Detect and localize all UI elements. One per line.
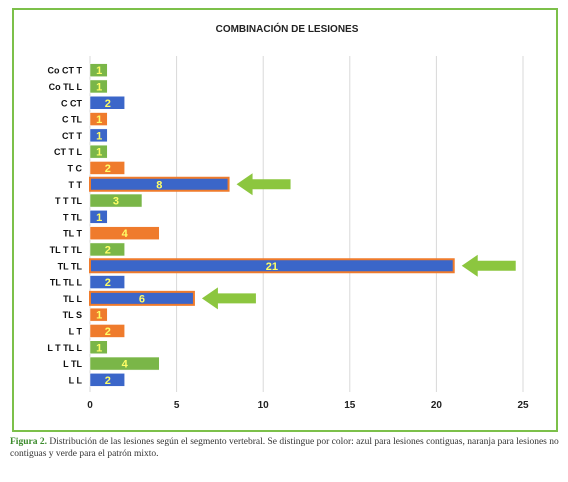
x-tick-label: 25 [517, 400, 529, 411]
data-label: 1 [96, 147, 102, 159]
y-tick-label: C CT [61, 98, 82, 108]
x-tick-label: 0 [87, 400, 93, 411]
y-tick-label: TL TL [58, 261, 83, 271]
highlight-arrow [201, 287, 256, 310]
data-label: 2 [105, 375, 111, 387]
bar [89, 210, 108, 224]
data-label: 3 [113, 196, 119, 208]
highlight-arrow [236, 173, 291, 196]
bar [89, 275, 125, 289]
bar [89, 79, 108, 94]
y-tick-label: Co CT T [48, 66, 83, 76]
bar [89, 258, 455, 274]
highlight-arrow [461, 254, 516, 277]
bar [89, 176, 230, 192]
bar [89, 112, 108, 126]
data-label: 1 [96, 342, 102, 354]
data-label: 1 [96, 114, 102, 126]
bar [89, 161, 125, 175]
data-label: 1 [96, 65, 102, 77]
bar [89, 193, 143, 208]
data-label: 6 [139, 293, 145, 305]
data-label: 2 [105, 326, 111, 338]
data-label: 2 [105, 163, 111, 175]
data-label: 1 [96, 130, 102, 142]
bar [89, 356, 160, 371]
bar-chart: COMBINACIÓN DE LESIONES Co CT T 1 Co TL L 1… [47, 22, 529, 411]
bar [89, 128, 108, 143]
y-tick-label: C TL [62, 115, 82, 125]
bar [89, 226, 160, 240]
data-label: 1 [96, 212, 102, 224]
chart-frame: COMBINACIÓN DE LESIONES Co CT T 1 Co TL L 1… [12, 8, 558, 432]
data-label: 1 [96, 81, 102, 93]
y-tick-label: CT T [62, 131, 82, 141]
y-tick-label: TL T [63, 229, 82, 239]
data-label: 1 [96, 310, 102, 322]
y-tick-label: TL S [63, 310, 82, 320]
y-tick-label: L TL [63, 359, 82, 369]
y-tick-label: T C [68, 163, 83, 173]
bar [89, 290, 195, 306]
y-tick-label: T T TL [55, 196, 82, 206]
y-tick-label: TL T TL [50, 245, 83, 255]
figure-caption: Figura 2. Distribución de las lesiones s… [10, 436, 560, 460]
y-tick-label: T TL [63, 212, 82, 222]
x-tick-label: 5 [174, 400, 180, 411]
x-tick-label: 20 [431, 400, 443, 411]
bar [89, 307, 108, 322]
y-tick-label: L L [69, 375, 83, 385]
y-tick-label: Co TL L [49, 82, 83, 92]
caption-label: Figura 2. [10, 437, 47, 447]
bar [89, 324, 125, 338]
bar [89, 373, 125, 387]
caption-text: Distribución de las lesiones según el se… [10, 437, 559, 459]
y-tick-label: L T [69, 326, 83, 336]
y-tick-label: CT T L [54, 147, 82, 157]
x-tick-label: 15 [344, 400, 356, 411]
x-tick-label: 10 [258, 400, 270, 411]
bar [89, 63, 108, 77]
y-tick-label: TL TL L [50, 278, 83, 288]
data-label: 2 [105, 277, 111, 289]
chart-title: COMBINACIÓN DE LESIONES [216, 22, 359, 35]
bar [89, 242, 125, 257]
data-label: 2 [105, 98, 111, 110]
y-tick-label: L T TL L [47, 343, 82, 353]
bar [89, 96, 125, 110]
data-label: 4 [122, 359, 129, 371]
y-tick-label: TL L [63, 294, 82, 304]
bar [89, 144, 108, 159]
data-label: 2 [105, 244, 111, 256]
data-label: 4 [122, 228, 129, 240]
data-label: 8 [156, 179, 162, 191]
y-tick-label: T T [69, 180, 83, 190]
bar [89, 340, 108, 354]
data-label: 21 [266, 261, 278, 273]
